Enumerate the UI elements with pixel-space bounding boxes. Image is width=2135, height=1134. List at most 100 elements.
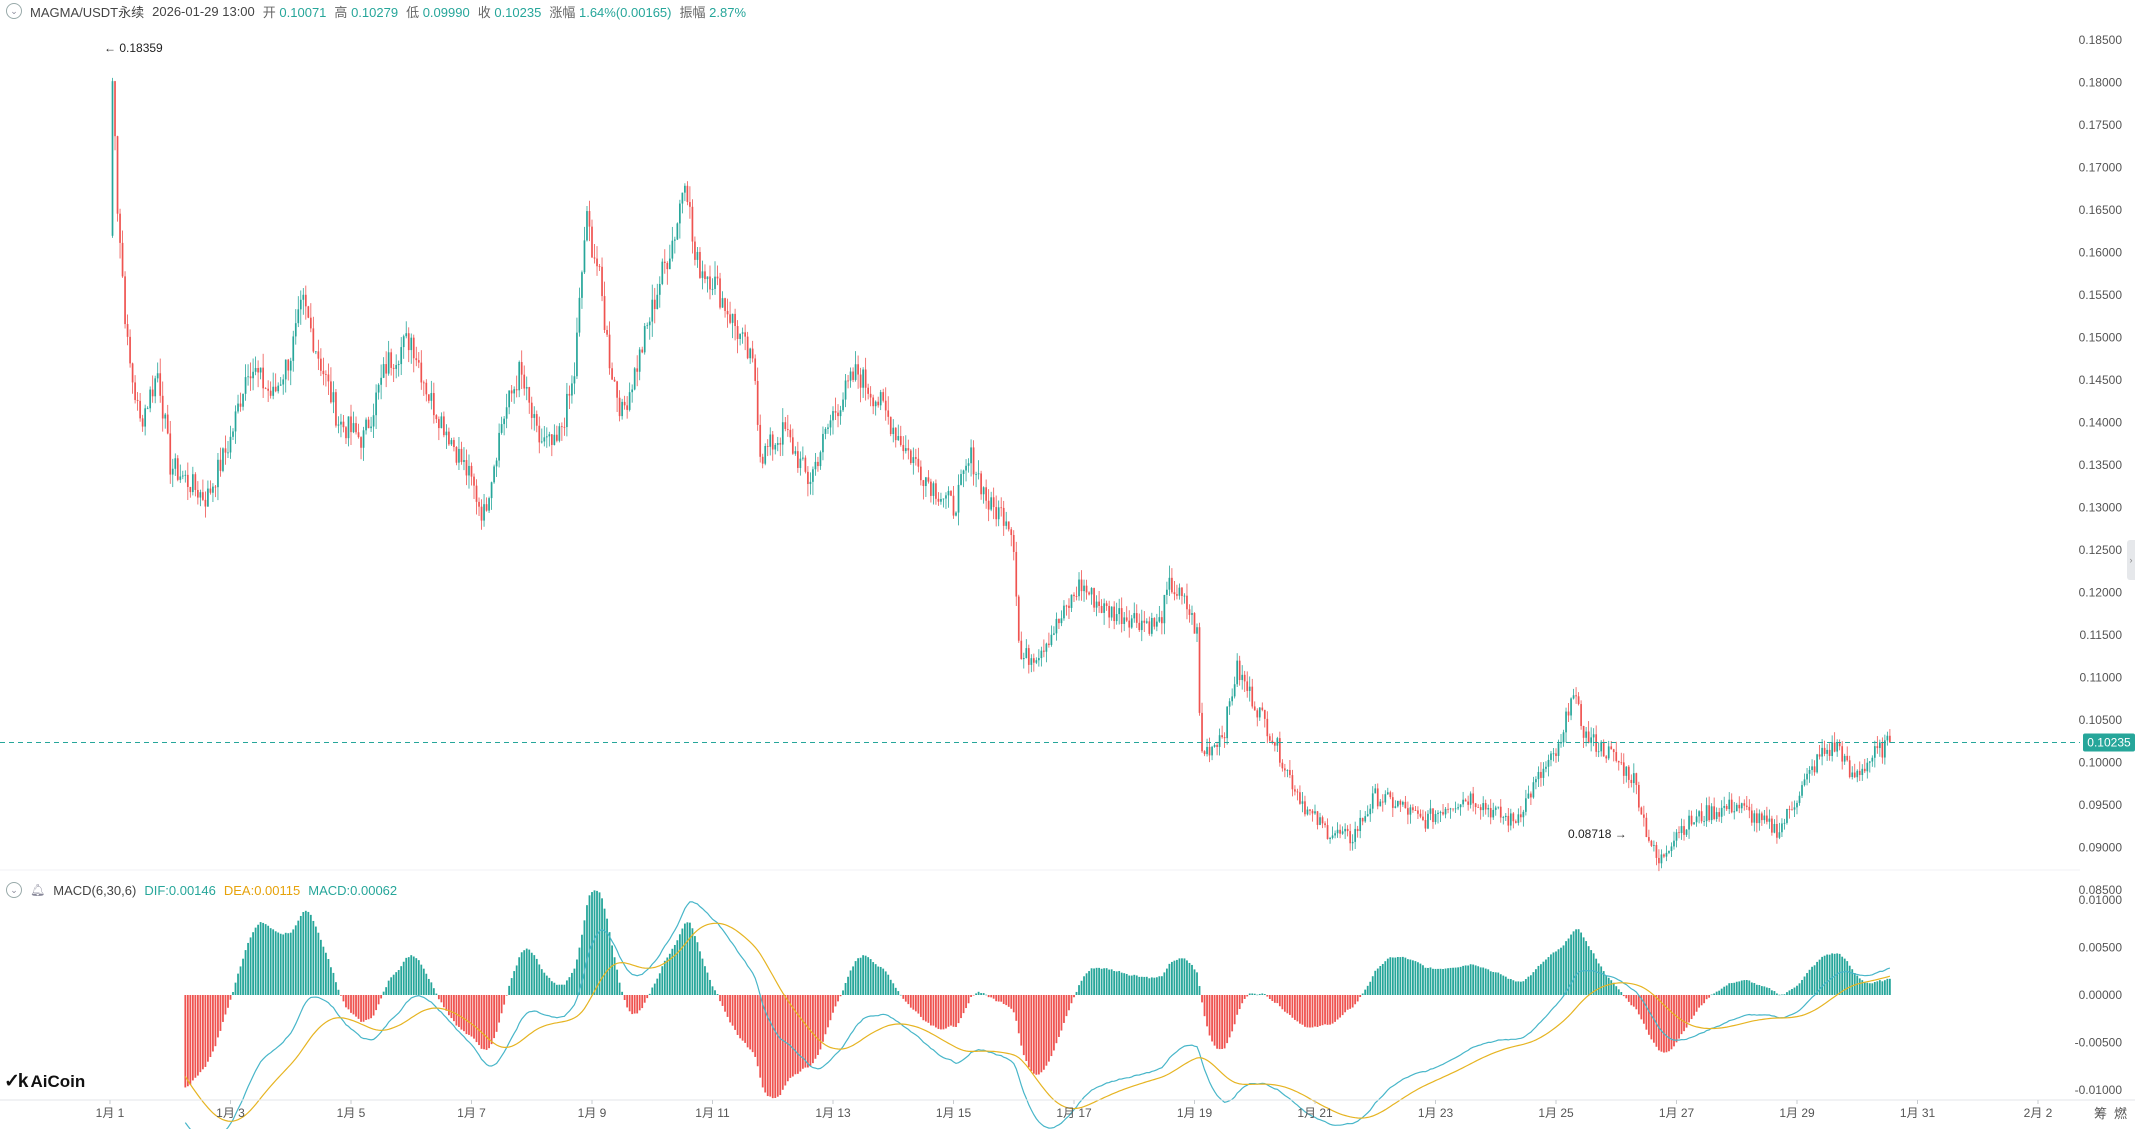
macd-bar — [417, 960, 420, 995]
high-value: 0.10279 — [351, 4, 399, 20]
macd-bar — [1414, 961, 1417, 995]
panel-expand-handle[interactable]: › — [2127, 540, 2135, 580]
candle-body — [1148, 621, 1151, 634]
candle-body — [1118, 608, 1121, 615]
candle-body — [1575, 695, 1577, 697]
candle-body — [1545, 766, 1547, 769]
macd-bar — [1394, 957, 1397, 995]
candle-body — [1728, 799, 1731, 810]
candle-body — [1695, 816, 1698, 823]
macd-bar — [859, 957, 862, 995]
candle-body — [960, 473, 962, 485]
collapse-toggle-icon[interactable]: ⌄ — [6, 3, 22, 19]
macd-bar — [1444, 968, 1447, 995]
candle-body — [1053, 633, 1055, 635]
candle-body — [1846, 755, 1849, 761]
candle-body — [1550, 753, 1552, 760]
macd-collapse-icon[interactable]: ⌄ — [6, 882, 22, 898]
macd-bar — [957, 995, 960, 1024]
macd-bar — [1351, 995, 1354, 1008]
macd-bar — [847, 976, 849, 995]
price-axis: 0.18500 0.18000 0.17500 0.17000 0.16500 0.160… — [2079, 33, 2123, 897]
macd-bar — [1163, 972, 1166, 995]
candle-body — [1713, 806, 1716, 819]
macd-bar — [1482, 967, 1485, 995]
alert-bell-icon[interactable]: 🔔︎ — [30, 883, 46, 897]
macd-bar — [955, 995, 957, 1027]
macd-bar — [734, 995, 736, 1030]
macd-bar — [1489, 971, 1492, 995]
candle-body — [616, 381, 618, 398]
macd-bar — [1434, 968, 1437, 995]
macd-bar — [704, 966, 706, 995]
macd-bar — [390, 977, 393, 995]
candle-body — [648, 321, 651, 326]
macd-bar — [458, 995, 460, 1027]
macd-bar — [1705, 995, 1708, 1000]
macd-bar — [1437, 968, 1439, 995]
candle-body — [1630, 779, 1633, 784]
chips-button[interactable]: 筹 — [2094, 1106, 2108, 1121]
candle-body — [1582, 726, 1585, 738]
dea-line — [184, 922, 1891, 1122]
candle-body — [1592, 734, 1595, 738]
dif-line — [184, 901, 1891, 1134]
candle-body — [1632, 773, 1635, 784]
candle-body — [126, 324, 129, 337]
candle-body — [1276, 738, 1279, 746]
candle-body — [385, 364, 387, 374]
macd-bar — [1221, 995, 1224, 1050]
candle-body — [445, 431, 448, 436]
candle-body — [1123, 617, 1126, 624]
macd-bar — [1663, 995, 1665, 1053]
candle-body — [1467, 801, 1469, 805]
macd-bar — [1288, 995, 1291, 1015]
candle-body — [1161, 617, 1163, 624]
candle-body — [827, 427, 829, 429]
macd-bar — [1560, 947, 1562, 995]
macd-bar — [237, 973, 239, 995]
macd-bar — [1806, 973, 1808, 995]
macd-bar — [1597, 963, 1600, 995]
macd-bar — [1808, 969, 1811, 995]
candle-body — [1605, 756, 1608, 759]
candle-body — [917, 458, 920, 467]
candle-body — [668, 258, 671, 270]
candle-body — [244, 377, 247, 394]
macd-bar — [1625, 995, 1628, 999]
macd-bar — [478, 995, 480, 1046]
candle-body — [1178, 587, 1181, 596]
macd-bar — [884, 971, 887, 995]
macd-bar — [919, 995, 922, 1017]
macd-bar — [1261, 993, 1264, 995]
candle-body — [1186, 595, 1188, 610]
macd-bar — [1675, 995, 1678, 1043]
macd-bar — [385, 987, 388, 995]
candle-body — [1555, 753, 1557, 756]
macd-bar — [1371, 976, 1374, 995]
macd-bar — [837, 995, 839, 1002]
candle-body — [508, 390, 511, 408]
macd-bar — [1160, 976, 1163, 995]
macd-bar — [696, 942, 699, 995]
macd-bar — [1665, 995, 1668, 1053]
fire-button[interactable]: 燃 — [2114, 1106, 2128, 1121]
candle-body — [1477, 807, 1480, 808]
candle-body — [837, 412, 839, 417]
candle-body — [1474, 803, 1477, 808]
candle-body — [1479, 807, 1482, 811]
macd-bar — [1532, 972, 1535, 995]
candle-body — [1296, 791, 1299, 793]
time-tick-1: 1月 3 — [216, 1106, 245, 1120]
macd-bar — [1743, 980, 1746, 995]
candle-body — [1876, 746, 1879, 749]
candle-body — [797, 451, 799, 468]
candle-body — [626, 405, 628, 410]
macd-bar — [1813, 965, 1816, 995]
macd-bar — [350, 995, 352, 1013]
candle-body — [1622, 762, 1625, 776]
macd-bar — [1442, 969, 1444, 995]
macd-bar — [867, 957, 870, 995]
